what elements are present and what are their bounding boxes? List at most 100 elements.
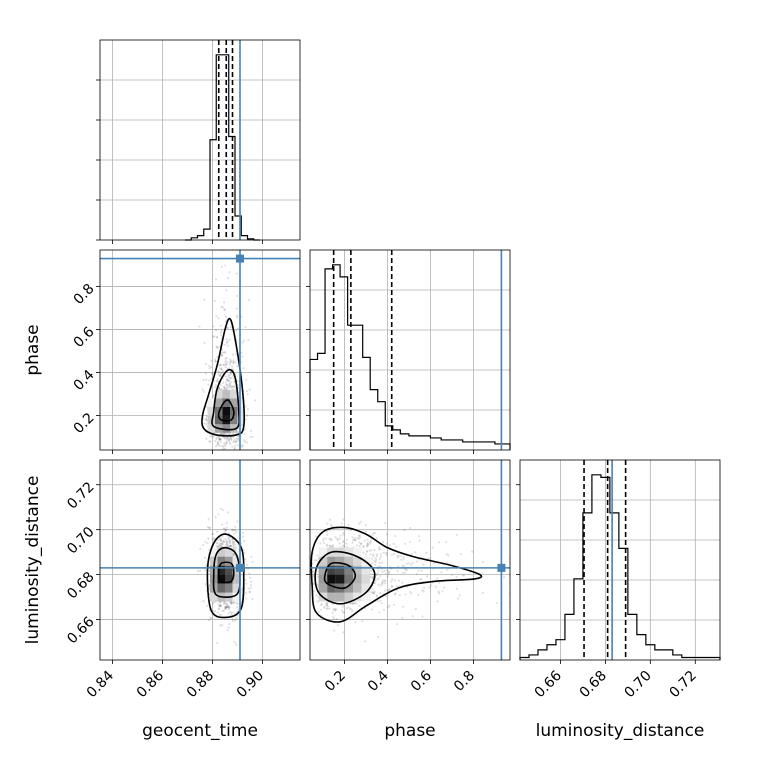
panel-phase-vs-luminosity-distance-density-cell bbox=[361, 592, 371, 602]
panel-geocent-time-vs-phase-sample-point bbox=[243, 432, 246, 436]
panel-phase-vs-luminosity-distance-sample-point bbox=[355, 602, 358, 605]
panel-phase-vs-luminosity-distance-sample-point bbox=[351, 609, 354, 612]
panel-geocent-time-vs-luminosity-distance-sample-point bbox=[228, 536, 231, 539]
panel-phase-vs-luminosity-distance-sample-point bbox=[445, 568, 449, 571]
panel-geocent-time-vs-phase-sample-point bbox=[226, 437, 229, 440]
panel-phase-vs-luminosity-distance-sample-point bbox=[319, 542, 322, 545]
panel-geocent-time-vs-luminosity-distance-sample-point bbox=[231, 611, 234, 614]
panel-geocent-time-vs-phase-density-cell bbox=[222, 424, 230, 433]
panel-geocent-time-vs-luminosity-distance-sample-point bbox=[231, 529, 234, 532]
panel-phase-vs-luminosity-distance-sample-point bbox=[379, 600, 382, 603]
panel-phase-vs-luminosity-distance-sample-point bbox=[401, 564, 404, 567]
panel-phase-vs-luminosity-distance-sample-point bbox=[372, 592, 375, 595]
panel-geocent-time-vs-phase-sample-point bbox=[219, 334, 223, 337]
panel-phase-vs-luminosity-distance-sample-point bbox=[405, 562, 408, 565]
panel-phase-vs-luminosity-distance-sample-point bbox=[325, 607, 328, 610]
panel-geocent-time-vs-luminosity-distance-ytick-label: 0.68 bbox=[64, 569, 97, 602]
panel-phase-vs-luminosity-distance-sample-point bbox=[336, 538, 340, 542]
panel-geocent-time-vs-phase-sample-point bbox=[231, 445, 234, 448]
panel-phase-vs-luminosity-distance-sample-point bbox=[370, 568, 373, 572]
panel-geocent-time-vs-luminosity-distance-sample-point bbox=[229, 602, 233, 605]
panel-phase-vs-luminosity-distance-sample-point bbox=[316, 575, 319, 579]
panel-phase-vs-luminosity-distance-sample-point bbox=[379, 591, 382, 594]
panel-phase-vs-luminosity-distance-frame bbox=[309, 459, 511, 661]
panel-phase-vs-luminosity-distance-sample-point bbox=[354, 620, 357, 624]
panel-phase-vs-luminosity-distance-sample-point bbox=[372, 554, 375, 558]
panel-geocent-time-vs-luminosity-distance-sample-point bbox=[226, 629, 229, 632]
panel-phase-vs-luminosity-distance-density-cell bbox=[344, 556, 354, 566]
panel-phase-vs-luminosity-distance-sample-point bbox=[342, 611, 345, 614]
panel-geocent-time-vs-luminosity-distance-sample-point bbox=[230, 601, 233, 604]
panel-phase-vs-luminosity-distance-sample-point bbox=[374, 557, 377, 560]
panel-geocent-time-vs-phase-sample-point bbox=[213, 299, 216, 303]
panel-phase-vs-luminosity-distance-sample-point bbox=[384, 522, 387, 525]
panel-geocent-time-vs-phase-sample-point bbox=[228, 371, 232, 374]
panel-geocent-time-vs-luminosity-distance-sample-point bbox=[223, 527, 226, 530]
panel-geocent-time-vs-phase-sample-point bbox=[224, 442, 227, 446]
panel-phase-vs-luminosity-distance-density-cell bbox=[353, 592, 362, 602]
panel-phase-vs-luminosity-distance-sample-point bbox=[436, 577, 439, 580]
panel-phase-vs-luminosity-distance-sample-point bbox=[404, 542, 407, 545]
panel-geocent-time-vs-phase-sample-point bbox=[219, 441, 223, 444]
hist-luminosity-distance-histogram bbox=[519, 474, 721, 660]
panel-geocent-time-vs-luminosity-distance-sample-point bbox=[224, 606, 228, 609]
panel-phase-vs-luminosity-distance-sample-point bbox=[341, 540, 345, 544]
panel-geocent-time-vs-luminosity-distance-sample-point bbox=[225, 602, 228, 605]
panel-geocent-time-vs-luminosity-distance-sample-point bbox=[227, 605, 231, 608]
panel-geocent-time-vs-luminosity-distance-ytick-label: 0.66 bbox=[64, 614, 97, 647]
panel-geocent-time-vs-phase-sample-point bbox=[224, 343, 227, 346]
panel-geocent-time-vs-phase-sample-point bbox=[232, 359, 235, 362]
panel-phase-vs-luminosity-distance-xtick-label: 0.4 bbox=[365, 668, 392, 695]
panel-geocent-time-vs-phase-sample-point bbox=[244, 418, 247, 421]
panel-geocent-time-vs-luminosity-distance-contour bbox=[206, 533, 245, 619]
panel-geocent-time-vs-phase-sample-point bbox=[215, 436, 218, 439]
y-axis-label-phase-text: phase bbox=[23, 324, 43, 375]
panel-geocent-time-vs-luminosity-distance-sample-point bbox=[232, 540, 235, 543]
x-axis-label-geocent-time: geocent_time bbox=[142, 721, 258, 741]
panel-geocent-time-vs-luminosity-distance-sample-point bbox=[236, 520, 239, 523]
panel-phase-vs-luminosity-distance-sample-point bbox=[338, 542, 341, 545]
panel-geocent-time-vs-phase-sample-point bbox=[231, 432, 235, 435]
panel-phase-vs-luminosity-distance-sample-point bbox=[370, 575, 373, 579]
panel-geocent-time-vs-luminosity-distance-sample-point bbox=[203, 556, 207, 559]
panel-phase-vs-luminosity-distance-sample-point bbox=[330, 525, 334, 528]
panel-phase-vs-luminosity-distance-sample-point bbox=[383, 579, 387, 583]
panel-phase-vs-luminosity-distance-sample-point bbox=[422, 586, 426, 590]
panel-geocent-time-vs-phase-sample-point bbox=[220, 432, 223, 435]
panel-geocent-time-vs-phase-sample-point bbox=[205, 378, 208, 381]
panel-geocent-time-vs-luminosity-distance-sample-point bbox=[251, 560, 254, 563]
panel-phase-vs-luminosity-distance-sample-point bbox=[313, 583, 316, 586]
panel-geocent-time-vs-phase-sample-point bbox=[224, 357, 227, 360]
panel-phase-vs-luminosity-distance-sample-point bbox=[325, 602, 328, 605]
panel-phase-vs-luminosity-distance-sample-point bbox=[387, 572, 390, 575]
panel-geocent-time-vs-luminosity-distance-sample-point bbox=[210, 532, 214, 536]
panel-phase-vs-luminosity-distance-sample-point bbox=[371, 573, 374, 576]
panel-phase-vs-luminosity-distance-sample-point bbox=[373, 590, 376, 593]
panel-geocent-time-vs-luminosity-distance-sample-point bbox=[222, 602, 226, 605]
panel-phase-vs-luminosity-distance-sample-point bbox=[429, 557, 432, 560]
panel-geocent-time-vs-luminosity-distance-sample-point bbox=[226, 606, 229, 609]
panel-phase-vs-luminosity-distance-sample-point bbox=[320, 603, 323, 606]
panel-geocent-time-vs-luminosity-distance-sample-point bbox=[241, 535, 245, 538]
panel-geocent-time-vs-phase-sample-point bbox=[210, 359, 213, 362]
panel-geocent-time-vs-phase-sample-point bbox=[229, 326, 233, 329]
panel-geocent-time-vs-phase-sample-point bbox=[229, 359, 232, 363]
panel-geocent-time-vs-luminosity-distance-sample-point bbox=[235, 643, 238, 646]
panel-geocent-time-vs-phase-sample-point bbox=[217, 443, 220, 446]
panel-phase-vs-luminosity-distance-sample-point bbox=[325, 604, 328, 607]
panel-geocent-time-vs-luminosity-distance-sample-point bbox=[236, 602, 239, 605]
panel-phase-vs-luminosity-distance-density-cell bbox=[327, 592, 336, 602]
panel-phase-vs-luminosity-distance-sample-point bbox=[372, 591, 375, 594]
panel-geocent-time-vs-luminosity-distance-sample-point bbox=[222, 540, 225, 544]
panel-geocent-time-vs-luminosity-distance-sample-point bbox=[248, 576, 252, 579]
panel-phase-vs-luminosity-distance-sample-point bbox=[348, 607, 352, 610]
panel-geocent-time-vs-luminosity-distance-sample-point bbox=[217, 608, 220, 611]
panel-phase-vs-luminosity-distance-sample-point bbox=[362, 544, 365, 548]
panel-phase-vs-luminosity-distance-sample-point bbox=[369, 553, 372, 556]
panel-geocent-time-vs-luminosity-distance-sample-point bbox=[235, 547, 238, 550]
panel-phase-vs-luminosity-distance-sample-point bbox=[312, 590, 316, 593]
panel-phase-vs-luminosity-distance-sample-point bbox=[382, 608, 386, 612]
panel-geocent-time-vs-luminosity-distance-sample-point bbox=[204, 540, 207, 543]
hist-phase-panel bbox=[306, 249, 511, 454]
panel-geocent-time-vs-luminosity-distance-sample-point bbox=[218, 601, 222, 604]
